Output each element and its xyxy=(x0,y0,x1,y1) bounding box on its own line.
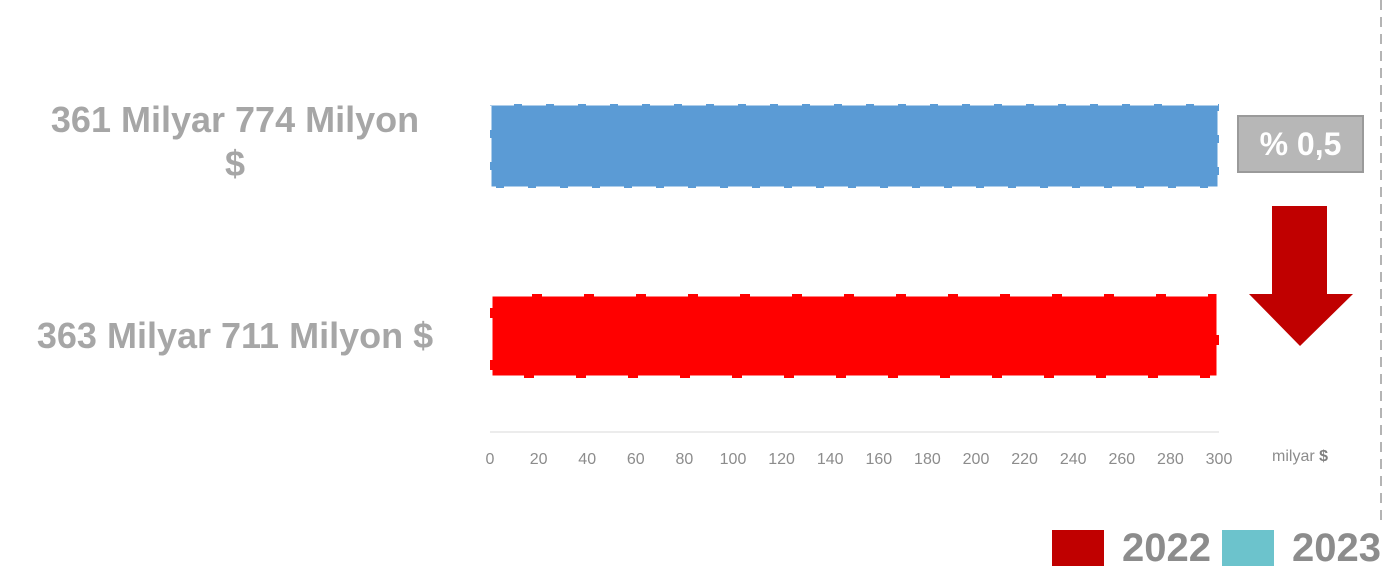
bar-value-label-2022: 363 Milyar 711 Milyon $ xyxy=(36,315,434,356)
x-tick-label: 220 xyxy=(1011,451,1038,468)
x-tick-label: 160 xyxy=(865,451,892,468)
x-tick-label: 280 xyxy=(1157,451,1184,468)
legend-swatch-2022 xyxy=(1052,530,1104,566)
bar-outline-2022 xyxy=(487,291,1222,381)
bar-value-label-2023: 361 Milyar 774 Milyon $ xyxy=(50,99,420,184)
x-tick-label: 80 xyxy=(676,451,694,468)
x-tick-label: 120 xyxy=(768,451,795,468)
x-tick-label: 100 xyxy=(720,451,747,468)
legend-label-2023: 2023 xyxy=(1292,526,1381,570)
x-tick-label: 140 xyxy=(817,451,844,468)
x-tick-label: 60 xyxy=(627,451,645,468)
bar-2023 xyxy=(490,104,1219,188)
x-tick-label: 20 xyxy=(530,451,548,468)
x-tick-label: 40 xyxy=(578,451,596,468)
x-tick-label: 200 xyxy=(963,451,990,468)
x-tick-label: 300 xyxy=(1206,451,1233,468)
bar-2022 xyxy=(490,294,1219,378)
down-arrow-icon xyxy=(1249,206,1353,346)
x-tick-label: 180 xyxy=(914,451,941,468)
bar-outline-2023 xyxy=(488,102,1221,190)
x-tick-label: 260 xyxy=(1108,451,1135,468)
x-tick-label: 240 xyxy=(1060,451,1087,468)
legend-item-2022: 2022 xyxy=(1052,528,1211,568)
legend-label-2022: 2022 xyxy=(1122,526,1211,570)
x-tick-label: 0 xyxy=(486,451,495,468)
percent-change-badge: % 0,5 xyxy=(1237,115,1364,173)
legend-item-2023: 2023 xyxy=(1222,528,1381,568)
x-axis-unit-label: milyar $ xyxy=(1272,448,1329,465)
legend-swatch-2023 xyxy=(1222,530,1274,566)
